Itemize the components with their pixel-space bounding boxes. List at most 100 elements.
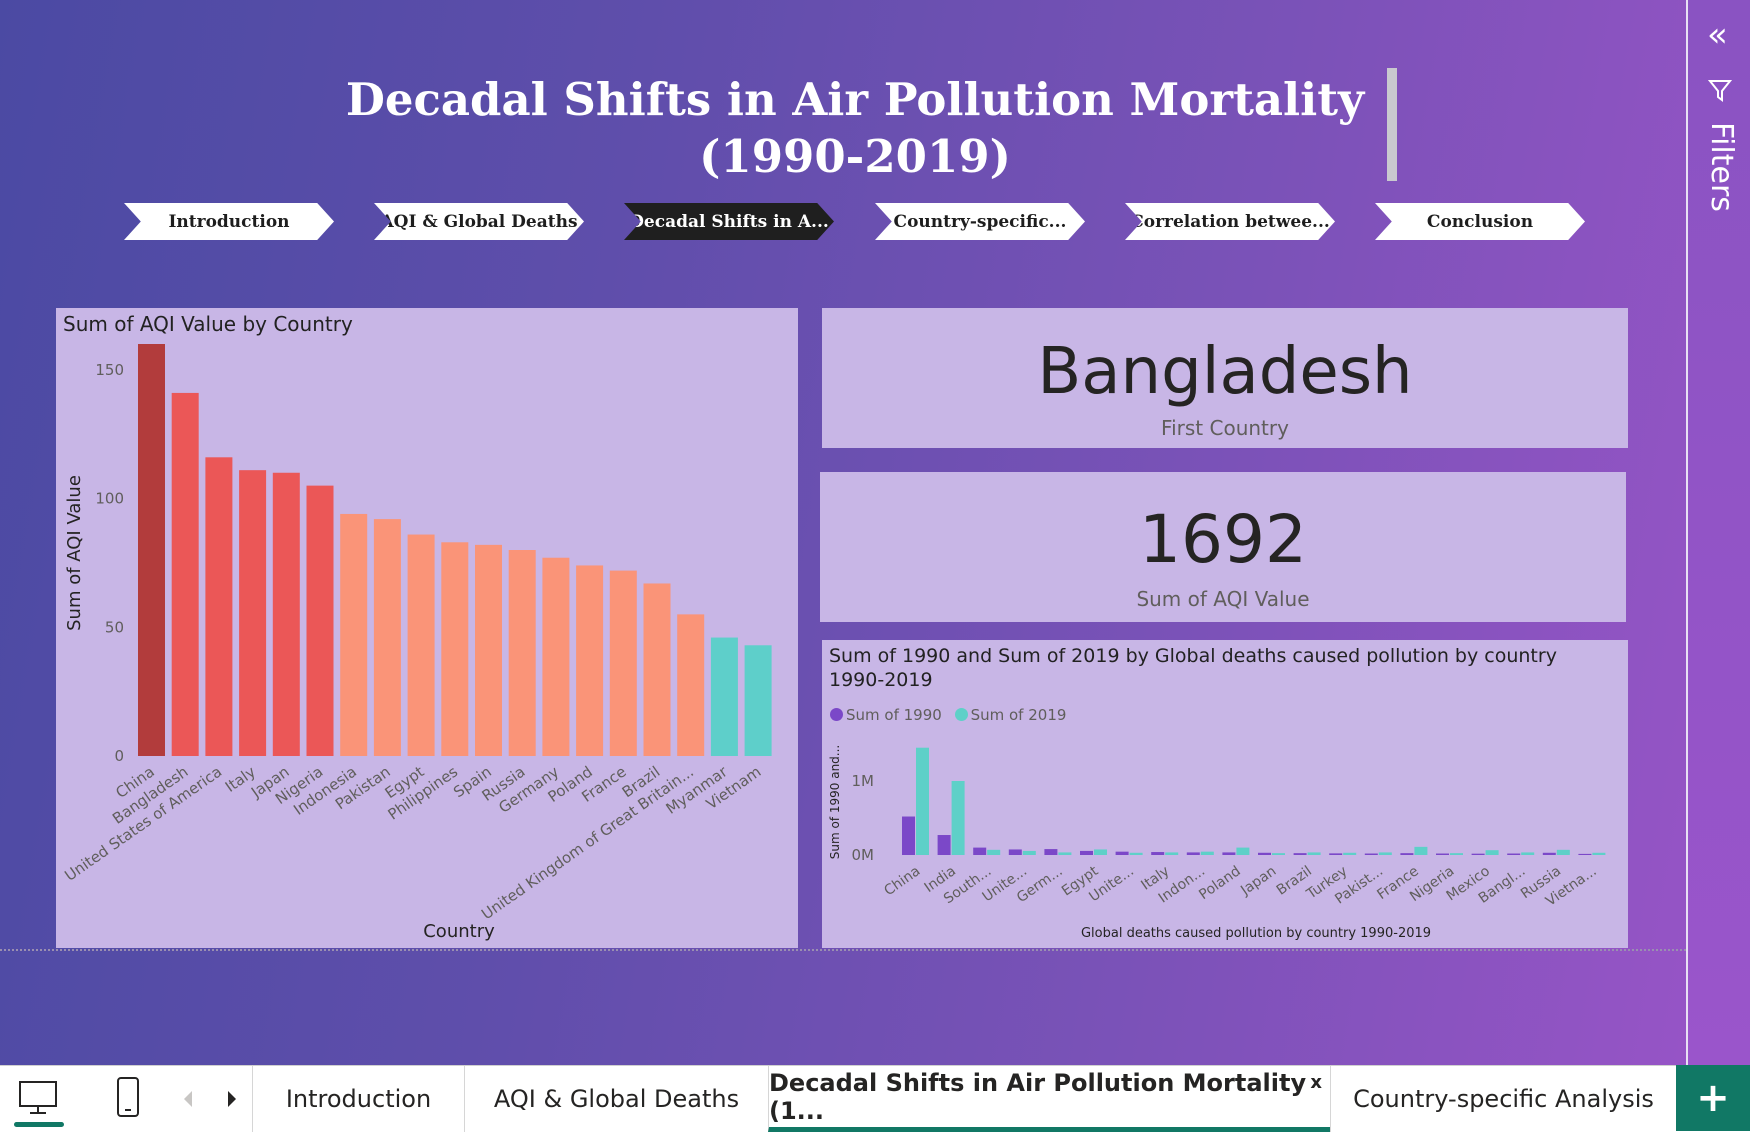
nav-button-conclusion[interactable]: Conclusion — [1375, 203, 1585, 240]
deaths-bar-1990[interactable] — [1222, 852, 1236, 855]
deaths-bar-2019[interactable] — [1058, 852, 1072, 855]
legend-marker-2019 — [954, 708, 968, 721]
deaths-bar-2019[interactable] — [951, 781, 965, 855]
deaths-bar-2019[interactable] — [987, 849, 1001, 855]
deaths-bar-2019[interactable] — [1556, 849, 1570, 855]
tab-decadal-shifts[interactable]: Decadal Shifts in Air Pollution Mortalit… — [768, 1066, 1330, 1132]
aqi-y-tick-label: 100 — [95, 490, 124, 508]
aqi-bar[interactable] — [340, 513, 368, 756]
deaths-bar-2019[interactable] — [1165, 852, 1179, 855]
deaths-bar-2019[interactable] — [1521, 852, 1535, 855]
tab-aqi-global-deaths[interactable]: AQI & Global Deaths — [464, 1066, 768, 1132]
nav-button-country-specific[interactable]: Country-specific... — [875, 203, 1085, 240]
deaths-x-tick-label: Poland — [1196, 863, 1243, 903]
filter-funnel-icon — [1708, 80, 1732, 102]
sum-aqi-card[interactable]: 1692 Sum of AQI Value — [820, 472, 1626, 622]
deaths-bar-1990[interactable] — [1080, 850, 1093, 855]
mobile-view-icon[interactable] — [116, 1076, 140, 1118]
deaths-bar-1990[interactable] — [1258, 852, 1271, 855]
deaths-bar-2019[interactable] — [916, 747, 929, 855]
aqi-bar[interactable] — [677, 614, 705, 756]
deaths-bar-2019[interactable] — [1129, 852, 1143, 855]
tab-introduction[interactable]: Introduction — [252, 1066, 464, 1132]
aqi-bar[interactable] — [609, 570, 637, 756]
aqi-bar[interactable] — [306, 485, 334, 756]
deaths-bar-1990[interactable] — [1507, 853, 1521, 855]
aqi-bar[interactable] — [576, 565, 604, 756]
deaths-bar-1990[interactable] — [1329, 853, 1343, 855]
deaths-bar-2019[interactable] — [1200, 851, 1214, 855]
aqi-bar[interactable] — [710, 637, 738, 756]
aqi-bar[interactable] — [138, 344, 165, 756]
deaths-bar-1990[interactable] — [1186, 852, 1200, 855]
deaths-bar-1990[interactable] — [1364, 853, 1378, 855]
deaths-bar-1990[interactable] — [1044, 849, 1058, 855]
close-tab-icon[interactable]: x — [1310, 1072, 1322, 1093]
double-chevron-left-icon[interactable]: « — [1707, 15, 1728, 55]
deaths-bar-2019[interactable] — [1485, 850, 1499, 855]
aqi-bar[interactable] — [643, 583, 671, 756]
deaths-bar-2019[interactable] — [1414, 846, 1428, 855]
aqi-bar[interactable] — [542, 557, 570, 756]
deaths-bar-2019[interactable] — [1592, 852, 1606, 855]
deaths-1990-2019-visual[interactable]: Sum of 1990 and Sum of 2019 by Global de… — [822, 640, 1628, 948]
deaths-bar-2019[interactable] — [1378, 852, 1392, 855]
aqi-bar[interactable] — [205, 457, 233, 756]
deaths-bar-2019[interactable] — [1272, 853, 1285, 855]
sum-aqi-label: Sum of AQI Value — [1136, 587, 1310, 611]
deaths-bar-1990[interactable] — [1008, 849, 1022, 855]
first-country-value: Bangladesh — [1037, 335, 1413, 409]
aqi-bar[interactable] — [239, 470, 267, 756]
aqi-bar[interactable] — [171, 392, 199, 756]
filters-pane[interactable]: « Filters — [1686, 0, 1750, 1065]
deaths-bar-1990[interactable] — [1542, 852, 1556, 855]
aqi-bar[interactable] — [373, 519, 401, 756]
aqi-bar[interactable] — [475, 544, 502, 756]
nav-button-decadal-shifts[interactable]: Decadal Shifts in A... — [624, 203, 834, 240]
aqi-bar[interactable] — [744, 645, 772, 756]
deaths-bar-1990[interactable] — [973, 847, 987, 855]
deaths-bar-2019[interactable] — [1307, 852, 1321, 855]
desktop-view-icon[interactable] — [18, 1080, 58, 1116]
deaths-bar-1990[interactable] — [1578, 853, 1592, 855]
nav-button-correlation[interactable]: Correlation betwee... — [1125, 203, 1335, 240]
deaths-bar-2019[interactable] — [1022, 850, 1036, 855]
aqi-chart-title: Sum of AQI Value by Country — [63, 312, 353, 336]
tab-decadal-shifts-label: Decadal Shifts in Air Pollution Mortalit… — [769, 1068, 1307, 1125]
deaths-bar-2019[interactable] — [1094, 849, 1107, 855]
tab-country-specific-analysis[interactable]: Country-specific Analysis — [1330, 1066, 1676, 1132]
prev-page-icon[interactable] — [182, 1090, 194, 1108]
deaths-bar-1990[interactable] — [902, 816, 915, 855]
deaths-bar-1990[interactable] — [1115, 851, 1129, 855]
deaths-x-tick-label: Japan — [1237, 863, 1279, 899]
deaths-bar-1990[interactable] — [1293, 853, 1307, 855]
deaths-y-tick-label: 0M — [852, 846, 875, 864]
deaths-bar-2019[interactable] — [1343, 852, 1357, 855]
aqi-bar[interactable] — [272, 472, 300, 756]
deaths-bar-1990[interactable] — [1151, 852, 1165, 855]
deaths-y-tick-label: 1M — [852, 772, 875, 790]
report-title-line1: Decadal Shifts in Air Pollution Mortalit… — [345, 73, 1365, 126]
deaths-legend: Sum of 1990 Sum of 2019 — [830, 706, 1066, 724]
deaths-bar-1990[interactable] — [1471, 853, 1485, 855]
add-page-button[interactable]: + — [1676, 1065, 1750, 1131]
next-page-icon[interactable] — [226, 1090, 238, 1108]
aqi-y-tick-label: 50 — [105, 618, 124, 636]
aqi-y-tick-label: 0 — [114, 747, 124, 765]
aqi-bar[interactable] — [441, 542, 469, 756]
nav-button-aqi-global-deaths[interactable]: AQI & Global Deaths — [374, 203, 584, 240]
deaths-bar-2019[interactable] — [1450, 853, 1463, 855]
deaths-bar-chart: Sum of 1990 and... Global deaths caused … — [828, 745, 1606, 941]
nav-button-introduction[interactable]: Introduction — [124, 203, 334, 240]
aqi-bar[interactable] — [508, 550, 536, 756]
deaths-bar-1990[interactable] — [1400, 853, 1414, 855]
deaths-bar-2019[interactable] — [1236, 847, 1250, 855]
aqi-by-country-visual[interactable]: Sum of AQI Value by Country Sum of AQI V… — [56, 308, 798, 948]
deaths-bar-1990[interactable] — [937, 835, 951, 855]
aqi-y-tick-label: 150 — [95, 361, 124, 379]
canvas-divider — [0, 949, 1686, 951]
first-country-card[interactable]: Bangladesh First Country — [822, 308, 1628, 448]
aqi-bar[interactable] — [407, 534, 435, 756]
report-canvas: Decadal Shifts in Air Pollution Mortalit… — [0, 0, 1686, 1065]
deaths-bar-1990[interactable] — [1436, 853, 1449, 855]
